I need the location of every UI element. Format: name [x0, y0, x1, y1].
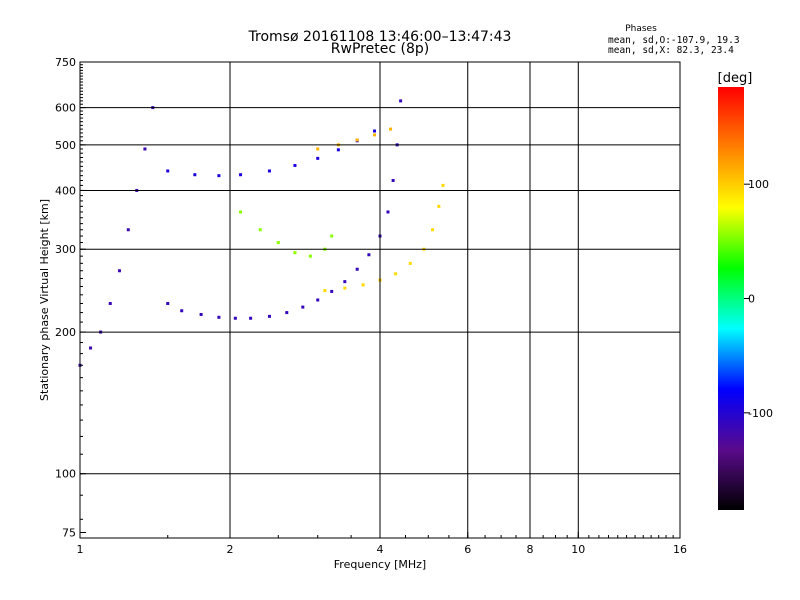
colorbar-tick-label: 0 — [748, 293, 755, 306]
scatter-point — [330, 234, 334, 238]
scatter-point — [408, 261, 412, 265]
scatter-point — [108, 302, 112, 306]
chart-title: Tromsø 20161108 13:46:00–13:47:43 — [248, 29, 512, 45]
scatter-point — [217, 315, 221, 319]
scatter-point — [336, 148, 340, 152]
scatter-point — [193, 173, 197, 177]
scatter-point — [117, 269, 121, 273]
scatter-point — [143, 147, 147, 151]
scatter-point — [316, 156, 320, 160]
x-tick-label: 2 — [227, 543, 234, 556]
scatter-point — [249, 316, 253, 320]
scatter-point — [89, 346, 93, 350]
scatter-point — [293, 251, 297, 255]
scatter-point — [166, 169, 170, 173]
y-tick-label: 400 — [55, 184, 76, 197]
scatter-point — [394, 272, 398, 276]
scatter-point — [239, 210, 243, 214]
scatter-point — [431, 228, 435, 232]
colorbar-tick-label: 100 — [748, 178, 769, 191]
scatter-point — [355, 138, 359, 142]
x-tick-label: 4 — [377, 543, 384, 556]
x-tick-label: 1 — [77, 543, 84, 556]
phases-heading: Phases — [625, 24, 657, 34]
phases-line-o: mean, sd,O:-107.9, 19.3 — [608, 35, 740, 46]
scatter-point — [276, 241, 280, 245]
scatter-point — [386, 210, 390, 214]
scatter-point — [343, 286, 347, 290]
scatter-point — [316, 298, 320, 302]
colorbar-tick-label: -100 — [748, 407, 773, 420]
x-tick-label: 16 — [673, 543, 687, 556]
scatter-point — [126, 228, 130, 232]
colorbar-unit-label: [deg] — [718, 71, 753, 86]
x-axis: 1 2 4 6 8 10 16 — [77, 532, 687, 556]
scatter-point — [441, 183, 445, 187]
scatter-point — [267, 169, 271, 173]
y-tick-label: 750 — [55, 56, 76, 69]
colorbar — [718, 87, 744, 510]
scatter-point — [166, 302, 170, 306]
scatter-point — [293, 163, 297, 167]
scatter-point — [285, 311, 289, 315]
scatter-point — [180, 309, 184, 313]
y-tick-label: 600 — [55, 102, 76, 115]
y-tick-label: 500 — [55, 139, 76, 152]
scatter-point — [199, 312, 203, 316]
scatter-point — [217, 174, 221, 178]
scatter-point — [373, 133, 377, 137]
chart-subtitle: RwPretec (8p) — [331, 41, 429, 57]
y-tick-label: 300 — [55, 243, 76, 256]
scatter-point — [330, 289, 334, 293]
scatter-point — [389, 127, 393, 131]
x-tick-label: 8 — [527, 543, 534, 556]
x-tick-label: 10 — [571, 543, 585, 556]
x-axis-label: Frequency [MHz] — [334, 558, 426, 571]
grid-layer — [80, 62, 680, 538]
y-tick-label: 100 — [55, 468, 76, 481]
scatter-point — [391, 178, 395, 182]
scatter-point — [361, 283, 365, 287]
scatter-point — [258, 228, 262, 232]
scatter-point — [367, 253, 371, 257]
colorbar-ticks: 100 0 -100 — [744, 178, 773, 420]
x-tick-label: 6 — [464, 543, 471, 556]
scatter-point — [437, 204, 441, 208]
scatter-point — [355, 267, 359, 271]
y-axis-label: Stationary phase Virtual Height [km] — [38, 199, 51, 401]
scatter-point — [301, 305, 305, 309]
scatter-point — [373, 129, 377, 133]
scatter-point — [239, 173, 243, 177]
y-tick-label: 200 — [55, 326, 76, 339]
scatter-point — [267, 314, 271, 318]
y-axis: 75 100 200 300 400 500 600 750 — [55, 56, 86, 539]
scatter-point — [343, 280, 347, 284]
scatter-point — [233, 316, 237, 320]
scatter-point — [323, 289, 327, 293]
scatter-point — [308, 254, 312, 258]
phases-line-x: mean, sd,X: 82.3, 23.4 — [608, 45, 734, 56]
scatter-point — [316, 147, 320, 151]
y-tick-label: 75 — [62, 526, 76, 539]
scatter-point — [399, 99, 403, 103]
